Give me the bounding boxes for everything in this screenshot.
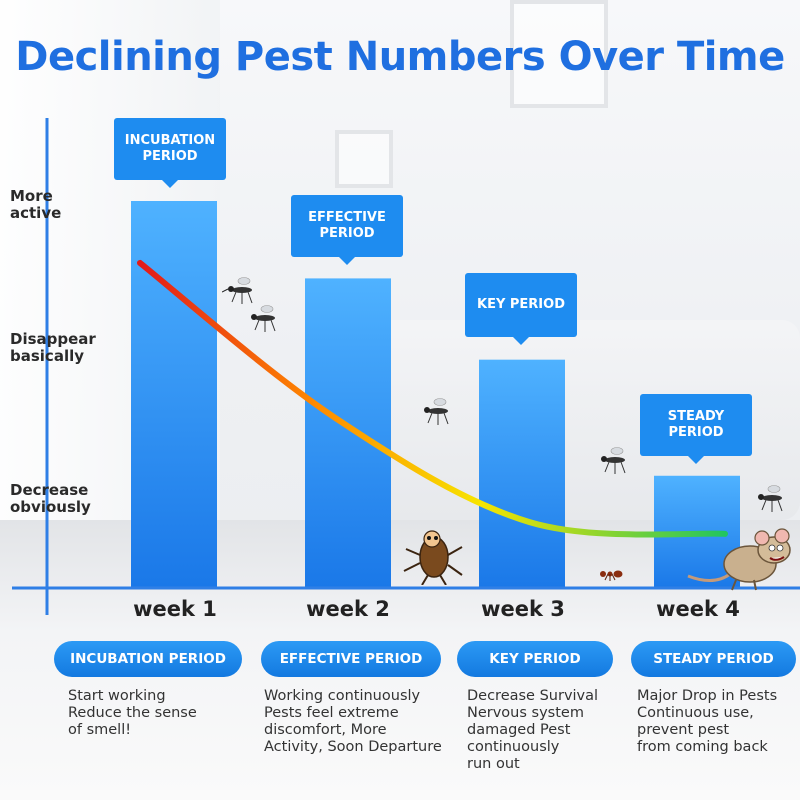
callout-line: EFFECTIVE <box>308 210 386 225</box>
y-label-line: More <box>10 187 53 205</box>
description-line: Working continuously <box>264 688 421 704</box>
background-frame <box>335 130 393 188</box>
description-line: Decrease Survival <box>467 688 599 704</box>
callout-line: PERIOD <box>668 425 724 440</box>
x-tick-label: week 3 <box>481 597 565 621</box>
description-line: from coming back <box>637 739 768 755</box>
x-tick-label: week 2 <box>306 597 390 621</box>
callout-line: STEADY <box>667 409 725 424</box>
y-label-line: basically <box>10 347 85 365</box>
cockroach-icon <box>403 530 463 585</box>
pill-incubation-period: INCUBATION PERIOD <box>54 641 242 677</box>
rat-icon <box>687 528 791 591</box>
x-tick-label: week 1 <box>133 597 217 621</box>
description-line: discomfort, More <box>264 722 387 738</box>
pill-key-period: KEY PERIOD <box>457 641 613 677</box>
y-label-more-active: More active <box>10 188 61 222</box>
description-line: Pests feel extreme <box>264 705 399 721</box>
callout-key-period: KEY PERIOD <box>465 273 577 345</box>
description-incubation: Start working Reduce the sense of smell! <box>68 688 197 739</box>
description-line: of smell! <box>68 722 132 738</box>
callout-line: INCUBATION <box>124 133 216 148</box>
y-label-disappear-basically: Disappear basically <box>10 331 96 365</box>
description-effective: Working continuously Pests feel extreme … <box>264 688 442 756</box>
chart-title: Declining Pest Numbers Over Time <box>15 34 785 80</box>
callout-effective-period: EFFECTIVE PERIOD <box>291 195 403 265</box>
background-frame <box>510 0 608 108</box>
callout-line: PERIOD <box>319 226 375 241</box>
y-label-line: active <box>10 204 62 222</box>
y-label-line: Decrease <box>10 481 89 499</box>
x-tick-label: week 4 <box>656 597 740 621</box>
description-line: Continuous use, <box>637 705 754 721</box>
mosquito-icon <box>601 447 626 474</box>
description-line: run out <box>467 756 520 772</box>
y-label-line: Disappear <box>10 330 96 348</box>
callout-line: PERIOD <box>142 149 198 164</box>
description-line: Reduce the sense <box>68 705 197 721</box>
description-line: prevent pest <box>637 722 730 738</box>
description-line: continuously <box>467 739 560 755</box>
bar-week-1 <box>131 201 217 588</box>
description-key: Decrease Survival Nervous system damaged… <box>467 688 598 773</box>
y-label-line: obviously <box>10 498 91 516</box>
callout-steady-period: STEADY PERIOD <box>640 394 752 464</box>
bar-week-2 <box>305 278 391 588</box>
mosquito-icon <box>424 398 449 425</box>
pill-steady-period: STEADY PERIOD <box>631 641 796 677</box>
description-line: Major Drop in Pests <box>637 688 778 704</box>
description-line: damaged Pest <box>467 722 571 738</box>
ant-icon <box>600 570 623 581</box>
description-line: Nervous system <box>467 705 584 721</box>
pill-effective-period: EFFECTIVE PERIOD <box>261 641 441 677</box>
description-line: Activity, Soon Departure <box>264 739 442 755</box>
callout-line: KEY PERIOD <box>477 297 565 312</box>
mosquito-icon <box>758 485 783 512</box>
trend-curve <box>137 259 728 538</box>
y-label-decrease-obviously: Decrease obviously <box>10 482 91 516</box>
mosquito-icon <box>222 277 253 304</box>
description-line: Start working <box>68 688 166 704</box>
description-steady: Major Drop in Pests Continuous use, prev… <box>637 688 777 756</box>
bar-week-3 <box>479 359 565 588</box>
mosquito-icon <box>251 305 276 332</box>
callout-incubation-period: INCUBATION PERIOD <box>114 118 226 188</box>
